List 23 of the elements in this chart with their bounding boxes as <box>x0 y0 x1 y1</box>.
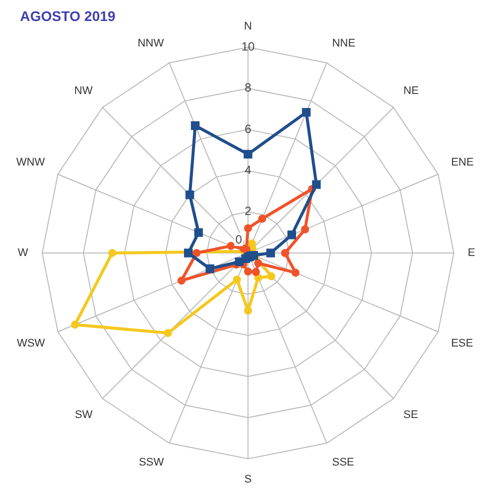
spoke-label: SW <box>74 409 94 422</box>
spoke-label: W <box>18 247 29 260</box>
y-tick-label: 2 <box>244 204 252 218</box>
spoke-label: NE <box>403 85 419 98</box>
spoke-label: E <box>468 247 476 260</box>
spoke-label: SSE <box>332 456 354 469</box>
y-tick-label: 8 <box>244 80 252 95</box>
spoke-label: N <box>244 20 252 33</box>
y-tick-label: 0 <box>235 232 242 246</box>
chart-title: AGOSTO 2019 <box>20 8 116 24</box>
spoke-label: NNE <box>332 37 356 50</box>
spoke-label: SSW <box>138 456 164 469</box>
spoke-label: SE <box>403 409 418 422</box>
spoke-label: ENE <box>451 156 474 168</box>
y-tick-label: 4 <box>244 162 252 177</box>
spoke-label: WNW <box>16 156 46 168</box>
spoke-label: S <box>244 473 252 486</box>
spoke-label: NW <box>74 85 94 98</box>
spoke-label: WSW <box>16 338 46 350</box>
spoke-label: NNW <box>138 37 164 50</box>
y-tick-label: 10 <box>241 40 255 54</box>
spoke-label: ESE <box>451 338 474 350</box>
y-tick-label: 6 <box>244 122 252 136</box>
